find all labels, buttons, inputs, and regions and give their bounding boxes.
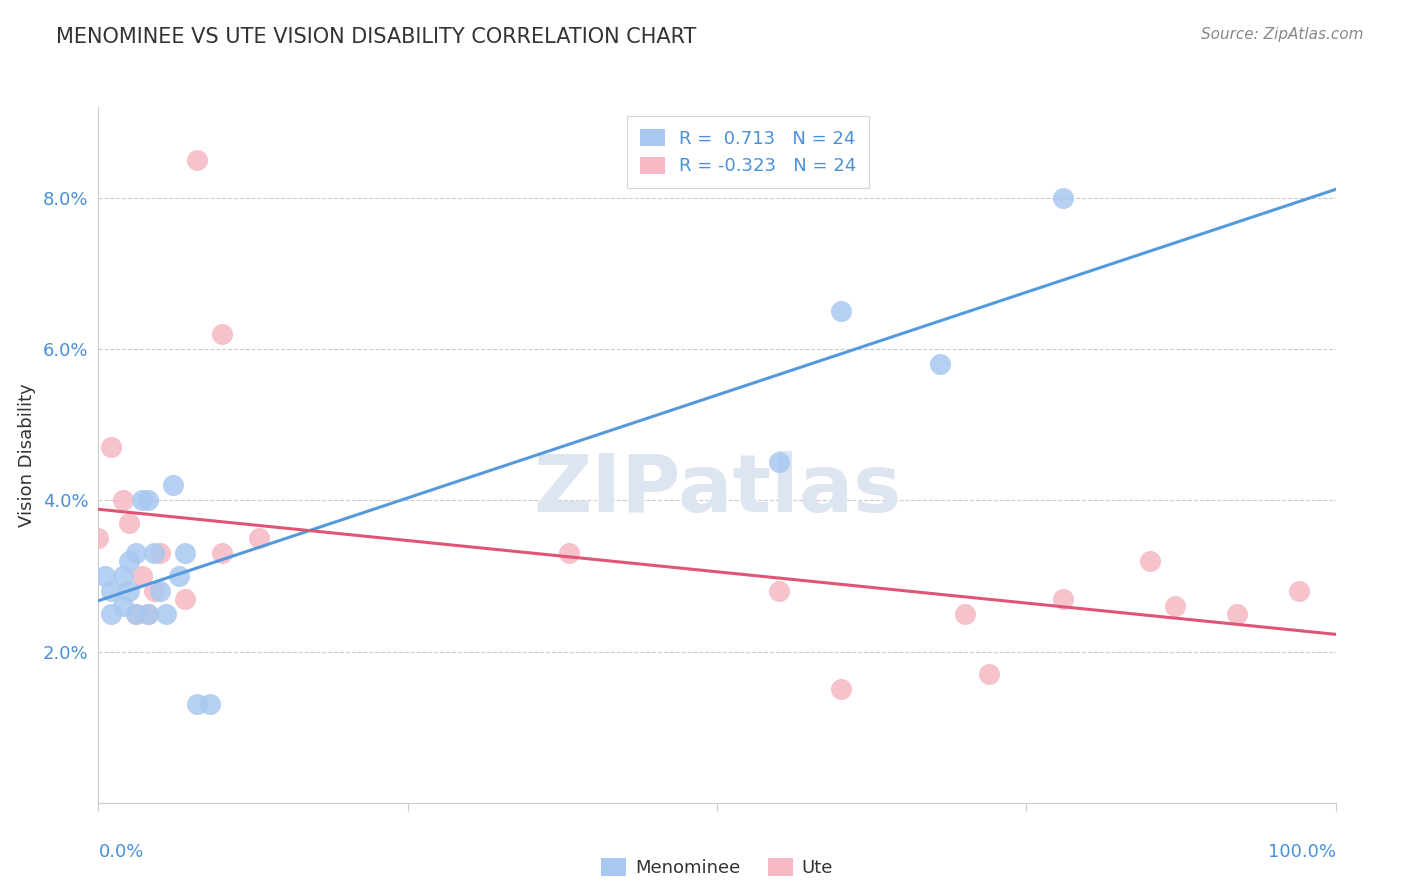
Point [149, 584, 172, 599]
Point [100, 584, 122, 599]
Point [830, 304, 852, 318]
Legend: Menominee, Ute: Menominee, Ute [593, 851, 841, 884]
Point [131, 493, 153, 508]
Point [136, 493, 159, 508]
Point [1164, 599, 1187, 614]
Point [174, 591, 197, 606]
Y-axis label: Vision Disability: Vision Disability [18, 383, 37, 527]
Point [93, 569, 115, 583]
Point [87, 531, 110, 545]
Point [830, 682, 852, 697]
Text: 100.0%: 100.0% [1268, 843, 1336, 861]
Point [768, 455, 790, 469]
Point [118, 584, 141, 599]
Point [136, 607, 159, 621]
Point [112, 569, 135, 583]
Text: Source: ZipAtlas.com: Source: ZipAtlas.com [1201, 27, 1364, 42]
Point [149, 546, 172, 560]
Point [247, 531, 270, 545]
Point [1052, 591, 1074, 606]
Point [186, 153, 208, 167]
Point [124, 607, 146, 621]
Point [124, 607, 146, 621]
Point [118, 554, 141, 568]
Text: ZIPatlas: ZIPatlas [533, 450, 901, 529]
Text: MENOMINEE VS UTE VISION DISABILITY CORRELATION CHART: MENOMINEE VS UTE VISION DISABILITY CORRE… [56, 27, 696, 46]
Point [953, 607, 976, 621]
Point [143, 584, 166, 599]
Point [124, 546, 146, 560]
Point [174, 546, 197, 560]
Point [118, 516, 141, 530]
Point [928, 357, 950, 371]
Point [979, 667, 1001, 681]
Point [131, 569, 153, 583]
Point [557, 546, 579, 560]
Point [162, 478, 184, 492]
Point [211, 326, 233, 341]
Point [100, 607, 122, 621]
Point [143, 546, 166, 560]
Point [1226, 607, 1249, 621]
Point [768, 584, 790, 599]
Point [1052, 191, 1074, 205]
Point [211, 546, 233, 560]
Point [136, 607, 159, 621]
Point [155, 607, 177, 621]
Point [1288, 584, 1310, 599]
Point [1139, 554, 1161, 568]
Point [100, 441, 122, 455]
Point [198, 698, 221, 712]
Point [186, 698, 208, 712]
Point [112, 493, 135, 508]
Text: 0.0%: 0.0% [98, 843, 143, 861]
Point [112, 599, 135, 614]
Point [167, 569, 190, 583]
